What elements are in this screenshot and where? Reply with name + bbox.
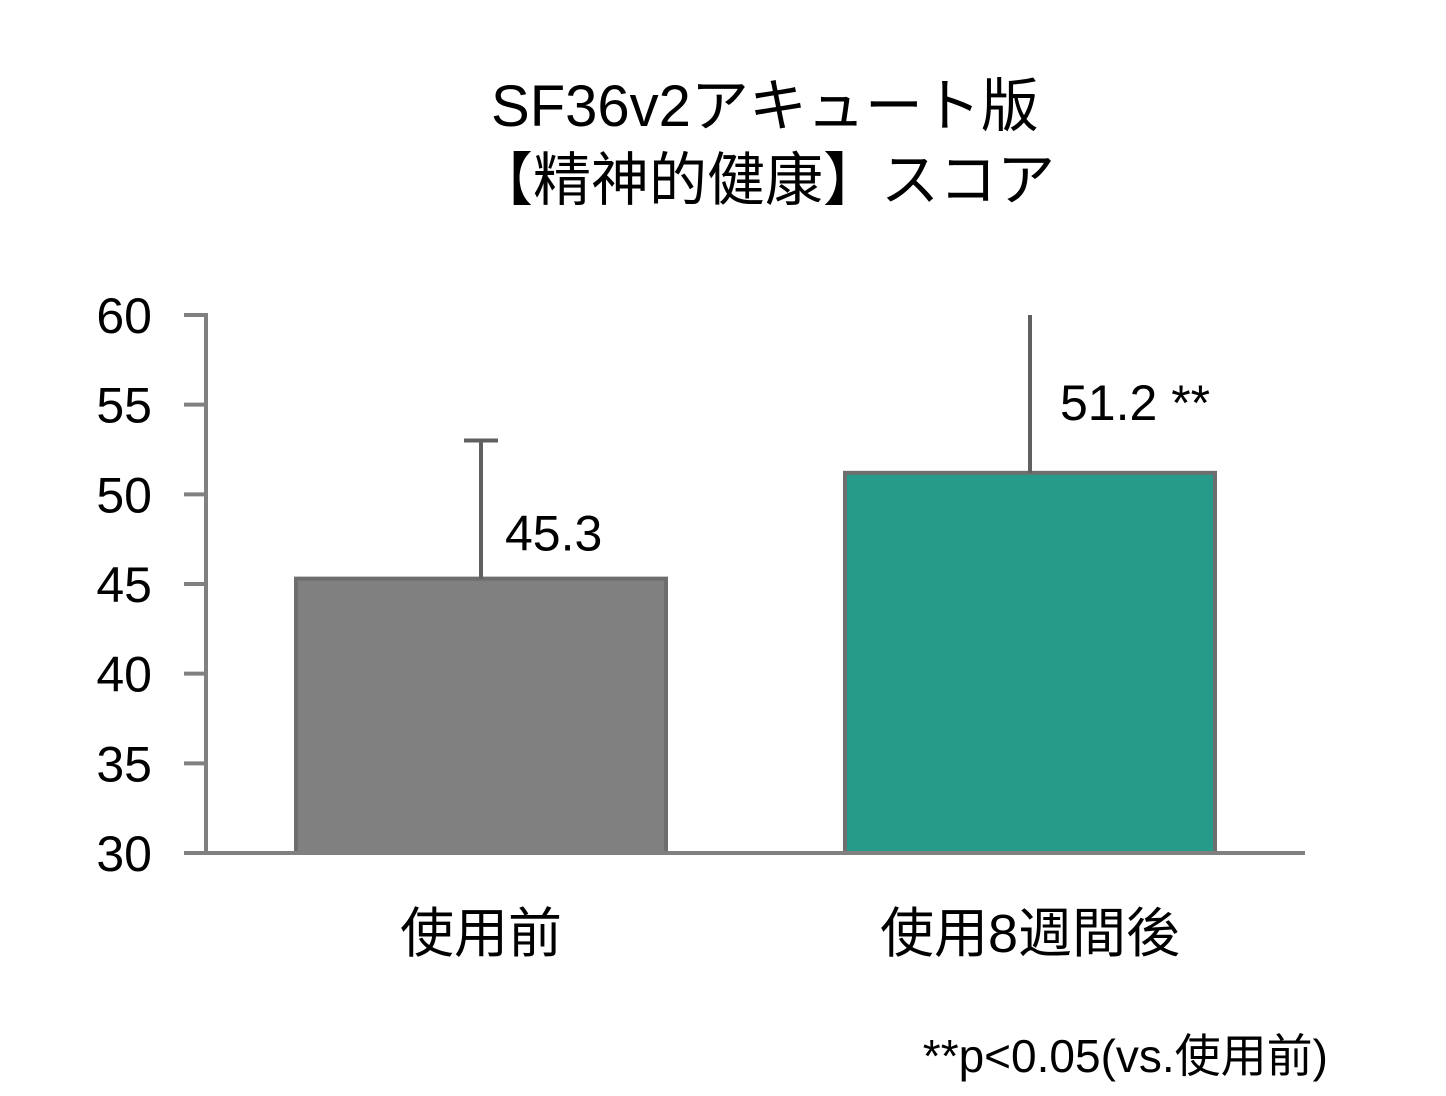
x-category-label-1: 使用前: [400, 904, 562, 964]
chart-title-line-1: SF36v2アキュート版: [491, 74, 1039, 139]
y-tick-label-35: 35: [96, 736, 152, 792]
data-label-1: 45.3: [505, 506, 602, 562]
chart-title: SF36v2アキュート版 【精神的健康】スコア: [0, 70, 1446, 218]
y-tick-label-50: 50: [96, 467, 152, 523]
y-tick-label-45: 45: [96, 557, 152, 613]
bar-2: [843, 470, 1217, 855]
bar-1: [294, 576, 668, 855]
significance-footnote: **p<0.05(vs.使用前): [922, 1030, 1328, 1082]
y-tick-label-60: 60: [96, 288, 152, 344]
y-tick-label-40: 40: [96, 647, 152, 703]
x-category-label-2: 使用8週間後: [880, 904, 1180, 964]
chart-title-line-2: 【精神的健康】スコア: [474, 148, 1055, 213]
y-tick-label-30: 30: [96, 826, 152, 882]
y-tick-label-55: 55: [96, 378, 152, 434]
data-label-2: 51.2 **: [1060, 375, 1210, 431]
